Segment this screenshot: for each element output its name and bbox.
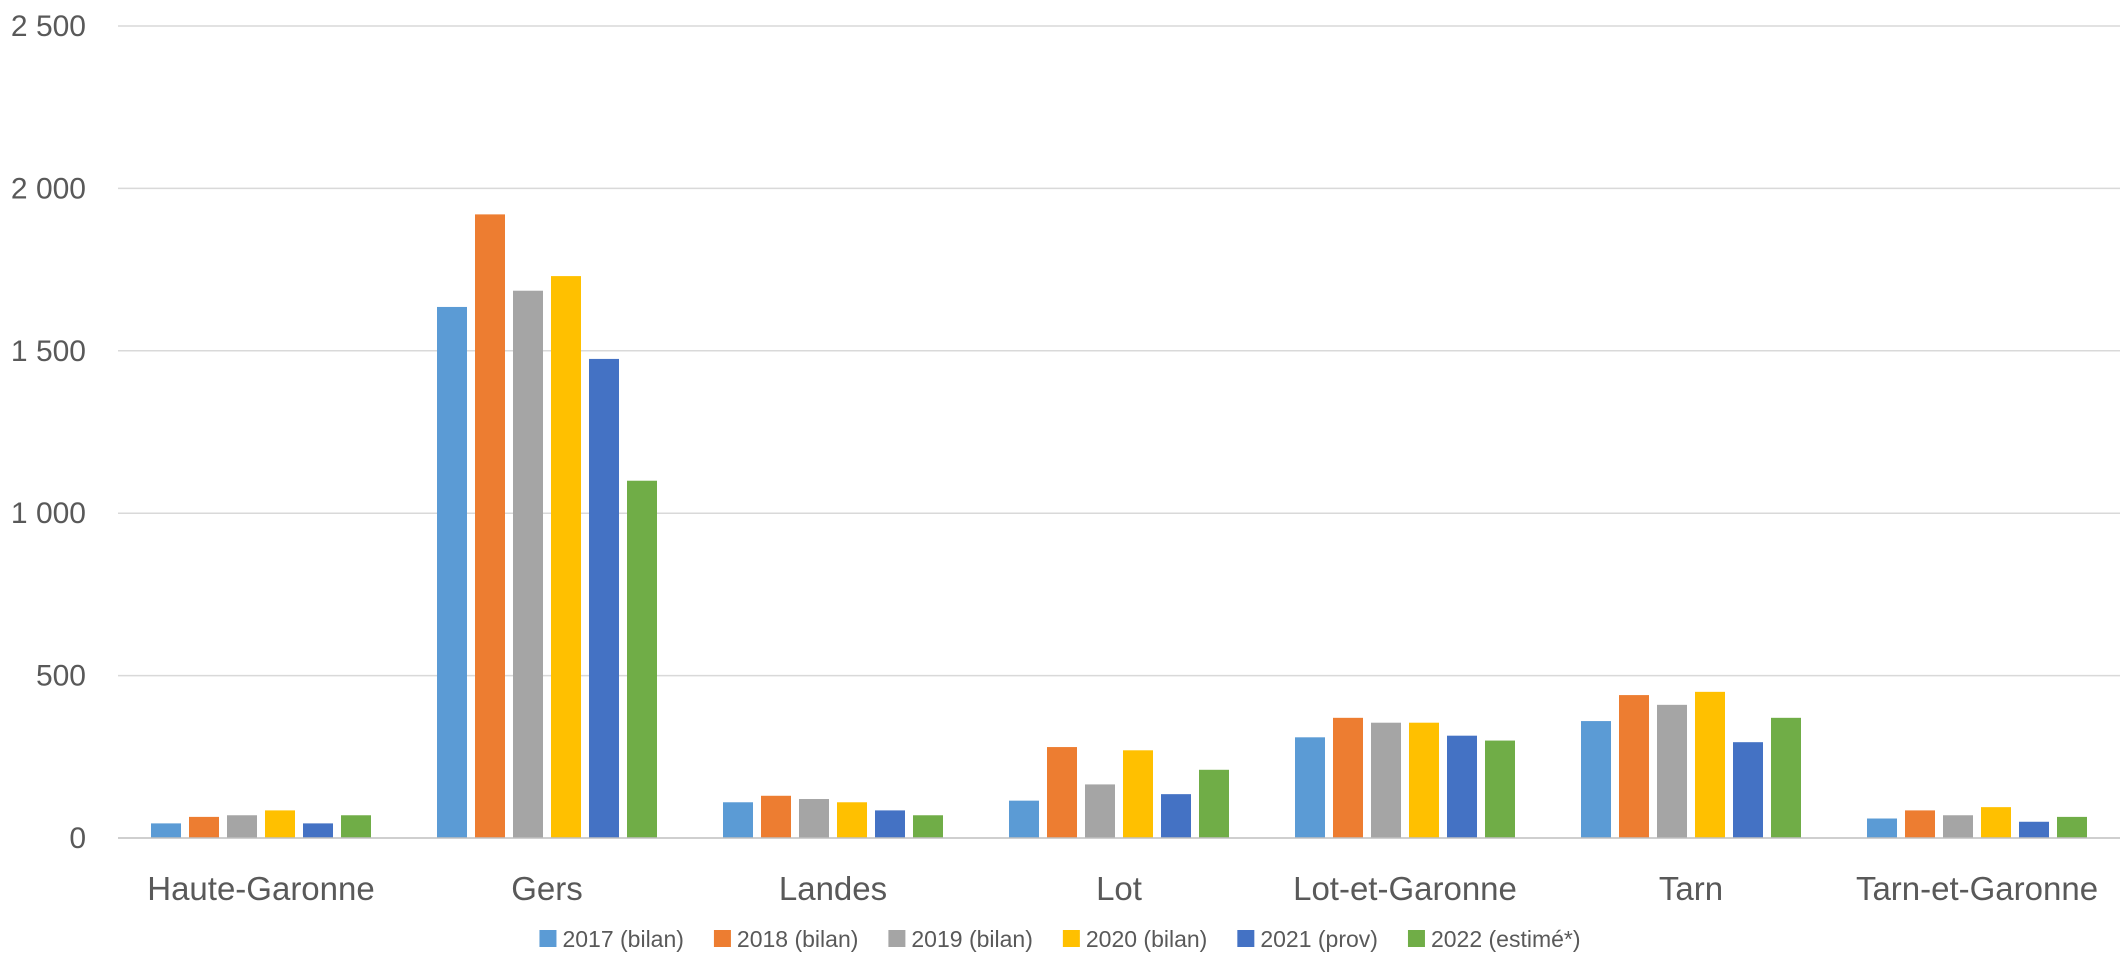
y-tick-label: 2 000 [11, 172, 86, 205]
legend-label: 2022 (estimé*) [1431, 926, 1581, 952]
bar [875, 810, 905, 838]
bar [551, 276, 581, 838]
legend-label: 2019 (bilan) [911, 926, 1032, 952]
bar [1485, 740, 1515, 838]
x-category-label: Lot-et-Garonne [1293, 870, 1517, 907]
bar [341, 815, 371, 838]
y-axis-tick-labels: 0 500 1 000 1 500 2 000 2 500 [11, 10, 86, 855]
legend-swatch [888, 930, 906, 947]
bar [265, 810, 295, 838]
bar [1161, 794, 1191, 838]
bar [1867, 818, 1897, 838]
x-category-label: Landes [779, 870, 887, 907]
bar [1943, 815, 1973, 838]
legend-label: 2020 (bilan) [1086, 926, 1207, 952]
bar [1447, 735, 1477, 838]
x-axis-category-labels: Haute-Garonne Gers Landes Lot Lot-et-Garonne… [147, 870, 2098, 907]
bar [2057, 816, 2087, 838]
bar [513, 290, 543, 838]
bar [799, 799, 829, 838]
bar [1295, 737, 1325, 838]
legend-swatch [1062, 930, 1080, 947]
bar [913, 815, 943, 838]
legend: 2017 (bilan) 2018 (bilan) 2019 (bilan) 2020… [539, 926, 1581, 952]
bars [151, 214, 2087, 838]
legend-label: 2018 (bilan) [737, 926, 858, 952]
bar [303, 823, 333, 838]
bar [589, 358, 619, 838]
bar [1047, 747, 1077, 838]
bar [1409, 722, 1439, 838]
y-tick-label: 2 500 [11, 10, 86, 43]
legend-label: 2021 (prov) [1260, 926, 1378, 952]
y-tick-label: 1 000 [11, 497, 86, 530]
bar [227, 815, 257, 838]
gridlines [118, 25, 2120, 677]
legend-swatch [539, 930, 557, 947]
x-category-label: Gers [511, 870, 583, 907]
bar [1619, 695, 1649, 838]
y-tick-label: 1 500 [11, 335, 86, 368]
bar [837, 802, 867, 838]
bar [1771, 717, 1801, 838]
bar [1009, 800, 1039, 838]
bar [1905, 810, 1935, 838]
legend-swatch [1237, 930, 1255, 947]
bar [1733, 742, 1763, 838]
bar [1123, 750, 1153, 838]
bar [151, 823, 181, 838]
y-tick-label: 0 [69, 822, 86, 855]
bar [475, 214, 505, 838]
x-category-label: Haute-Garonne [147, 870, 374, 907]
legend-label: 2017 (bilan) [562, 926, 683, 952]
bar [1199, 769, 1229, 838]
bar [1333, 717, 1363, 838]
x-category-label: Tarn-et-Garonne [1856, 870, 2098, 907]
legend-swatch [1407, 930, 1425, 947]
bar [761, 795, 791, 838]
x-category-label: Lot [1096, 870, 1142, 907]
bar [723, 802, 753, 838]
bar [1981, 807, 2011, 838]
bar [1085, 784, 1115, 838]
bar [1371, 722, 1401, 838]
bar [1657, 704, 1687, 838]
bar [1581, 721, 1611, 838]
bar [437, 306, 467, 838]
bar [627, 480, 657, 838]
legend-swatch [713, 930, 731, 947]
bar [189, 816, 219, 838]
bar [1695, 691, 1725, 838]
bar [2019, 821, 2049, 838]
y-tick-label: 500 [36, 660, 86, 693]
x-category-label: Tarn [1659, 870, 1723, 907]
